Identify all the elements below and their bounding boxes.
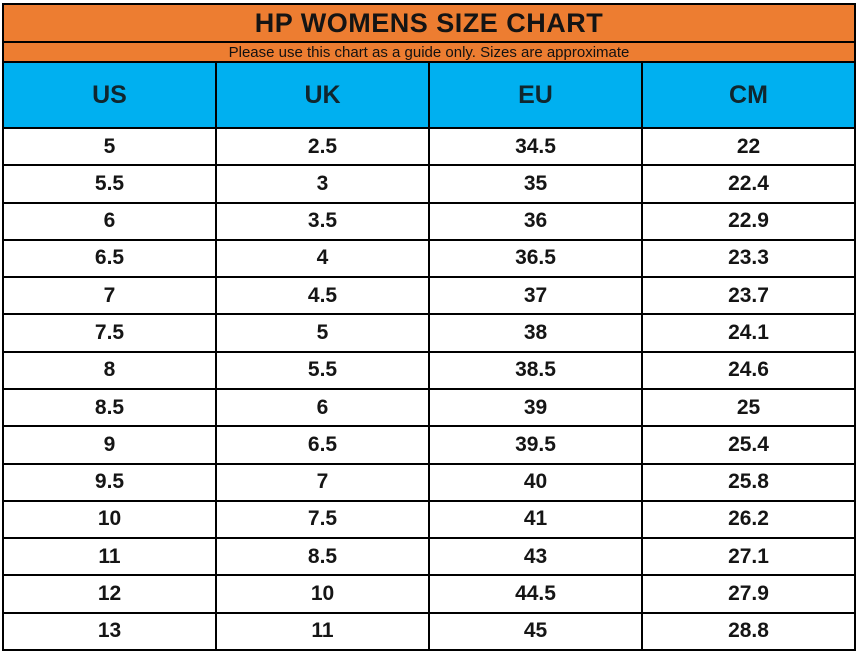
size-cell-cm: 24.6 xyxy=(641,350,856,390)
size-cell-uk: 5 xyxy=(215,313,430,353)
size-cell-eu: 34.5 xyxy=(428,126,643,167)
table-row: 8.5 6 39 25 xyxy=(2,387,856,428)
size-cell-eu: 39.5 xyxy=(428,425,643,465)
size-cell-uk: 5.5 xyxy=(215,350,430,390)
size-cell-us: 12 xyxy=(2,574,217,614)
size-cell-eu: 36.5 xyxy=(428,238,643,279)
size-cell-cm: 22 xyxy=(641,126,856,167)
chart-title: HP WOMENS SIZE CHART xyxy=(2,3,856,43)
table-row: 11 8.5 43 27.1 xyxy=(2,537,856,577)
size-cell-us: 13 xyxy=(2,611,217,652)
table-row: 6 3.5 36 22.9 xyxy=(2,201,856,241)
size-cell-eu: 41 xyxy=(428,499,643,540)
size-cell-uk: 4.5 xyxy=(215,276,430,316)
size-cell-eu: 36 xyxy=(428,201,643,241)
size-cell-us: 8.5 xyxy=(2,387,217,428)
column-header-uk: UK xyxy=(215,61,430,129)
size-cell-us: 9.5 xyxy=(2,462,217,502)
size-cell-eu: 38 xyxy=(428,313,643,353)
table-row: 7.5 5 38 24.1 xyxy=(2,313,856,353)
size-cell-uk: 7.5 xyxy=(215,499,430,540)
size-cell-us: 5.5 xyxy=(2,164,217,204)
size-cell-cm: 27.9 xyxy=(641,574,856,614)
size-cell-cm: 25.8 xyxy=(641,462,856,502)
size-cell-eu: 43 xyxy=(428,537,643,577)
table-row: 9.5 7 40 25.8 xyxy=(2,462,856,502)
size-chart-table: HP WOMENS SIZE CHART Please use this cha… xyxy=(2,3,856,652)
column-header-row: US UK EU CM xyxy=(2,61,856,129)
size-cell-cm: 24.1 xyxy=(641,313,856,353)
size-cell-uk: 2.5 xyxy=(215,126,430,167)
size-cell-cm: 22.9 xyxy=(641,201,856,241)
size-cell-us: 7 xyxy=(2,276,217,316)
column-header-us: US xyxy=(2,61,217,129)
table-row: 7 4.5 37 23.7 xyxy=(2,276,856,316)
table-row: 5.5 3 35 22.4 xyxy=(2,164,856,204)
size-cell-us: 6 xyxy=(2,201,217,241)
size-cell-cm: 27.1 xyxy=(641,537,856,577)
table-row: 10 7.5 41 26.2 xyxy=(2,499,856,540)
size-cell-cm: 22.4 xyxy=(641,164,856,204)
size-cell-cm: 23.3 xyxy=(641,238,856,279)
size-cell-eu: 45 xyxy=(428,611,643,652)
size-cell-uk: 4 xyxy=(215,238,430,279)
size-cell-cm: 25.4 xyxy=(641,425,856,465)
size-cell-us: 7.5 xyxy=(2,313,217,353)
table-row: 13 11 45 28.8 xyxy=(2,611,856,652)
column-header-eu: EU xyxy=(428,61,643,129)
size-cell-eu: 38.5 xyxy=(428,350,643,390)
size-cell-cm: 26.2 xyxy=(641,499,856,540)
size-cell-uk: 11 xyxy=(215,611,430,652)
table-row: 5 2.5 34.5 22 xyxy=(2,126,856,167)
size-cell-cm: 23.7 xyxy=(641,276,856,316)
size-cell-eu: 35 xyxy=(428,164,643,204)
size-cell-uk: 6.5 xyxy=(215,425,430,465)
size-cell-eu: 37 xyxy=(428,276,643,316)
size-cell-uk: 3 xyxy=(215,164,430,204)
size-cell-us: 8 xyxy=(2,350,217,390)
size-cell-us: 11 xyxy=(2,537,217,577)
size-cell-eu: 39 xyxy=(428,387,643,428)
title-row: HP WOMENS SIZE CHART xyxy=(2,3,856,43)
size-cell-uk: 10 xyxy=(215,574,430,614)
size-cell-eu: 44.5 xyxy=(428,574,643,614)
table-row: 9 6.5 39.5 25.4 xyxy=(2,425,856,465)
size-cell-cm: 28.8 xyxy=(641,611,856,652)
chart-subtitle: Please use this chart as a guide only. S… xyxy=(2,41,856,63)
size-cell-uk: 7 xyxy=(215,462,430,502)
subtitle-row: Please use this chart as a guide only. S… xyxy=(2,41,856,63)
size-cell-us: 6.5 xyxy=(2,238,217,279)
size-cell-uk: 3.5 xyxy=(215,201,430,241)
size-cell-uk: 8.5 xyxy=(215,537,430,577)
size-cell-cm: 25 xyxy=(641,387,856,428)
table-row: 8 5.5 38.5 24.6 xyxy=(2,350,856,390)
size-cell-eu: 40 xyxy=(428,462,643,502)
table-row: 6.5 4 36.5 23.3 xyxy=(2,238,856,279)
size-cell-us: 5 xyxy=(2,126,217,167)
size-cell-us: 10 xyxy=(2,499,217,540)
size-cell-us: 9 xyxy=(2,425,217,465)
column-header-cm: CM xyxy=(641,61,856,129)
table-row: 12 10 44.5 27.9 xyxy=(2,574,856,614)
size-cell-uk: 6 xyxy=(215,387,430,428)
